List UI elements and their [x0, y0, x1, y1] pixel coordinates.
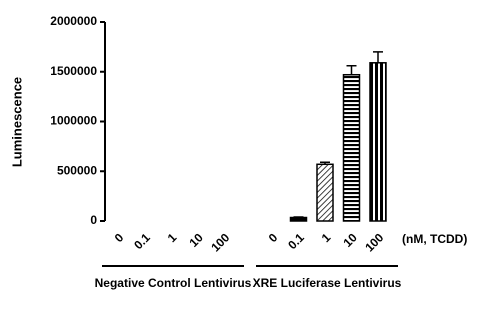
y-axis-label: Luminescence [9, 77, 24, 167]
x-tick-label: 0 [266, 230, 281, 245]
bar [317, 164, 333, 221]
y-tick-label: 2000000 [50, 14, 97, 28]
x-tick-label: 10 [341, 230, 361, 250]
y-tick-label: 0 [90, 213, 97, 227]
x-tick-label: 1 [165, 230, 180, 245]
error-bar [347, 66, 357, 75]
bar [370, 63, 386, 221]
y-tick-label: 1000000 [50, 114, 97, 128]
x-tick-label: 1 [319, 230, 334, 245]
bar [344, 75, 360, 221]
bar [291, 218, 307, 221]
x-tick-label: 0.1 [131, 230, 153, 252]
x-tick-label: 0.1 [285, 230, 307, 252]
group-label: XRE Luciferase Lentivirus [253, 276, 402, 290]
x-tick-label: 0 [112, 230, 127, 245]
x-unit-label: (nM, TCDD) [402, 232, 467, 246]
x-tick-label: 100 [362, 230, 386, 254]
x-tick-label: 100 [208, 230, 232, 254]
x-tick-label: 10 [187, 230, 207, 250]
y-tick-label: 1500000 [50, 64, 97, 78]
group-label: Negative Control Lentivirus [95, 276, 252, 290]
y-tick-label: 500000 [57, 163, 97, 177]
error-bar [373, 52, 383, 63]
